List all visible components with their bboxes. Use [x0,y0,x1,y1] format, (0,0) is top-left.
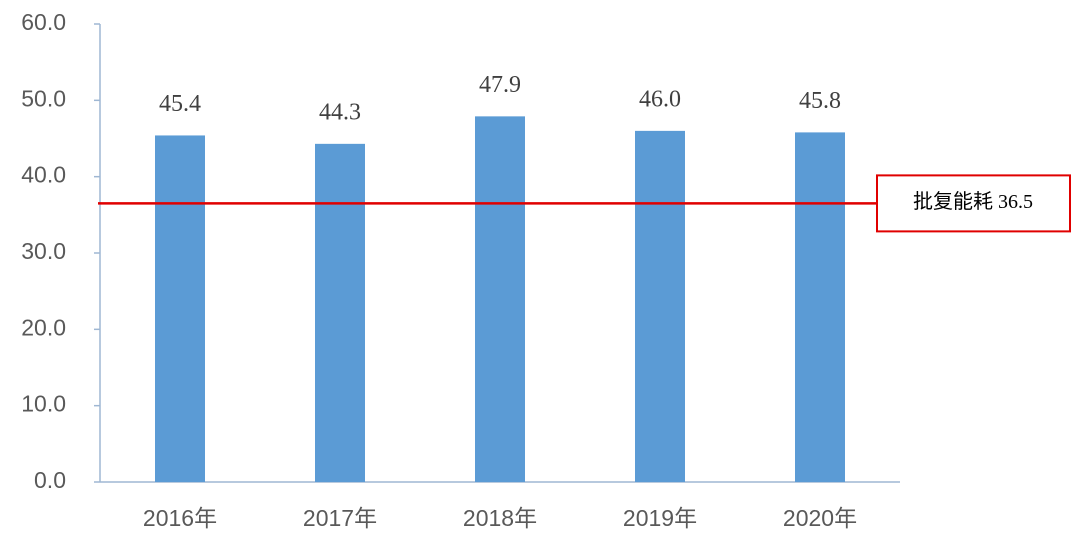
value-label: 47.9 [479,72,521,98]
value-label: 44.3 [319,99,361,125]
x-tick-label: 2017年 [303,505,377,531]
bar [155,135,205,483]
x-tick-label: 2018年 [463,505,537,531]
x-tick-label: 2020年 [783,505,857,531]
value-label: 45.8 [799,88,841,114]
bar [475,116,525,482]
value-label: 45.4 [159,91,201,117]
bar [795,132,845,483]
bar [315,143,365,483]
bar [635,130,685,482]
reference-label-box [876,174,1071,233]
y-tick-label: 40.0 [21,162,66,188]
y-tick-label: 10.0 [21,391,66,417]
y-tick-label: 20.0 [21,314,66,340]
y-tick-label: 60.0 [21,9,66,35]
y-tick-label: 50.0 [21,85,66,111]
y-tick-label: 0.0 [34,467,66,493]
value-label: 46.0 [639,86,681,112]
reference-label: 批复能耗 36.5 [913,190,1033,213]
y-tick-label: 30.0 [21,238,66,264]
x-tick-label: 2016年 [143,505,217,531]
x-tick-label: 2019年 [623,505,697,531]
